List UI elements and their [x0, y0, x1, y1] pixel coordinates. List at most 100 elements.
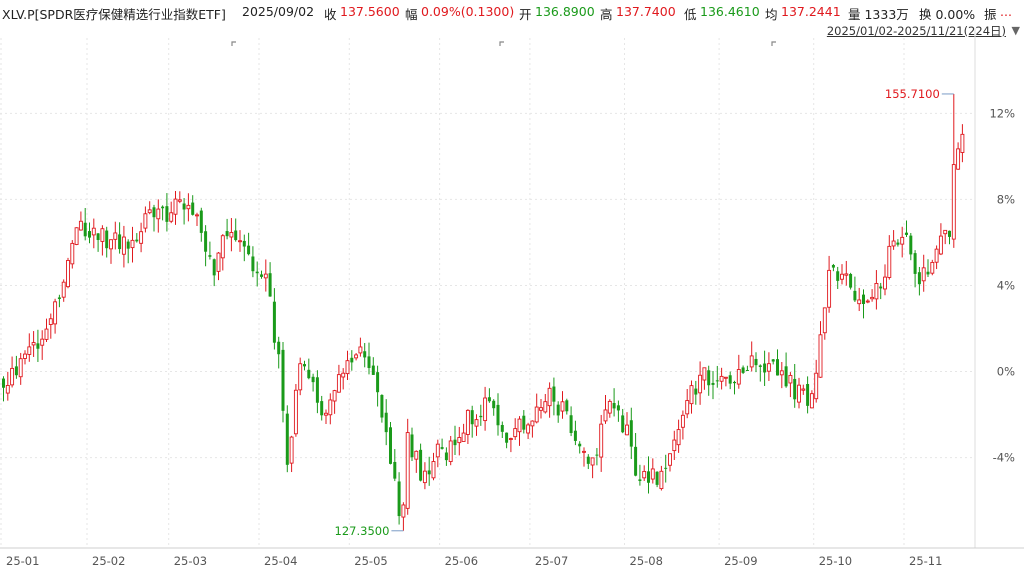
candle-body: [268, 273, 272, 297]
candle-body: [216, 252, 221, 272]
candle-body: [672, 439, 677, 452]
candle: [883, 264, 887, 296]
candle: [582, 447, 586, 467]
candle: [255, 261, 259, 287]
candle-body: [733, 381, 736, 384]
max-price-label: 155.7100: [885, 87, 940, 101]
candle-body: [844, 273, 849, 276]
candle-body: [616, 405, 620, 411]
candle-body: [5, 385, 10, 394]
candle-body: [741, 367, 745, 373]
candle: [560, 391, 565, 419]
candle: [135, 233, 139, 243]
candle-body: [664, 467, 668, 469]
more-indicator[interactable]: ...: [1000, 4, 1012, 19]
candle: [152, 204, 156, 232]
symbol-title[interactable]: XLV.P[SPDR医疗保健精选行业指数ETF]: [2, 7, 226, 22]
candle: [303, 360, 306, 371]
candle: [607, 399, 612, 418]
candle: [143, 206, 148, 233]
candle: [354, 352, 359, 361]
candle: [853, 276, 857, 303]
candle: [569, 406, 573, 437]
candle: [307, 358, 311, 380]
candle: [534, 393, 539, 424]
candle-body: [121, 236, 126, 255]
corner-markers: [231, 41, 776, 46]
candle-body: [870, 296, 875, 300]
quote-date: 2025/09/02: [242, 4, 315, 19]
candle: [483, 386, 488, 431]
candle-body: [707, 370, 711, 386]
candle: [900, 226, 905, 258]
candle-body: [719, 375, 724, 382]
candle: [204, 225, 208, 267]
candle-body: [435, 443, 440, 458]
candle-body: [779, 370, 784, 376]
candle-body: [238, 240, 242, 243]
candle-body: [647, 471, 650, 483]
candle: [229, 218, 234, 252]
candle-body: [578, 443, 582, 447]
candle-body: [367, 356, 371, 368]
candle: [281, 341, 285, 423]
candle: [745, 365, 749, 371]
candle-body: [771, 359, 775, 362]
candle: [586, 454, 590, 470]
date-range-selector[interactable]: 2025/01/02-2025/11/21(224日): [826, 24, 1006, 38]
candle-body: [853, 290, 857, 301]
candle-body: [341, 372, 346, 378]
candle: [719, 367, 724, 390]
candle: [788, 372, 793, 398]
candle-body: [840, 273, 844, 280]
candle-body: [634, 446, 638, 476]
candle: [951, 93, 956, 248]
candle-body: [565, 400, 569, 412]
y-tick-label: 12%: [989, 106, 1015, 120]
candle: [629, 407, 633, 460]
candle: [234, 218, 238, 242]
candle: [336, 364, 341, 393]
candle: [465, 409, 470, 444]
candle-body: [414, 450, 419, 460]
candle: [173, 190, 178, 225]
candle: [822, 307, 827, 340]
candle: [840, 264, 844, 285]
candle-body: [461, 432, 466, 442]
candle-body: [212, 259, 216, 276]
candle: [332, 389, 337, 414]
candle: [814, 359, 819, 403]
candle-body: [715, 380, 719, 382]
candle: [625, 412, 629, 436]
candle-body: [405, 432, 410, 509]
corner-marker: [499, 41, 504, 46]
candle: [698, 361, 703, 405]
candle-body: [293, 389, 298, 435]
candle: [88, 222, 91, 244]
candle-body: [508, 438, 513, 440]
candle-body: [599, 423, 604, 458]
candle: [638, 464, 642, 486]
candle: [397, 472, 401, 525]
candle: [784, 352, 788, 388]
candle-body: [470, 410, 474, 425]
candle-body: [289, 436, 294, 464]
candle: [543, 393, 548, 414]
candle-body: [182, 203, 186, 210]
candle: [689, 380, 694, 414]
candle-body: [818, 334, 823, 378]
candle: [2, 376, 5, 402]
candle: [943, 229, 948, 245]
candle: [435, 439, 440, 468]
candle-body: [242, 240, 246, 247]
candle: [595, 448, 599, 466]
candle-body: [685, 400, 690, 415]
candle-body: [909, 235, 913, 255]
candle: [345, 350, 350, 381]
candle-body: [345, 360, 350, 375]
candle: [896, 239, 900, 247]
candle: [139, 222, 144, 253]
candle-body: [836, 271, 840, 281]
triangle-down-icon[interactable]: ▼: [1011, 24, 1020, 37]
